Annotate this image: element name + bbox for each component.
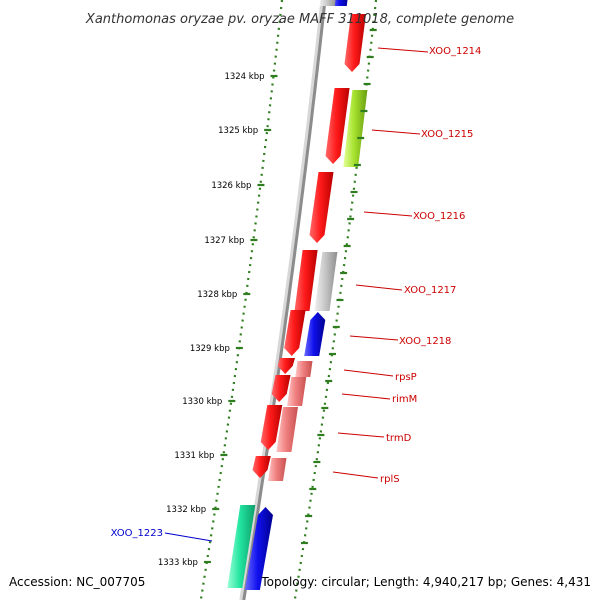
gene-feature-3[interactable] (344, 14, 367, 72)
genome-backbone (242, 0, 327, 600)
scale-tick-label: 1326 kbp (211, 181, 251, 191)
gene-label-leader (337, 432, 385, 438)
scale-tick-label: 1331 kbp (174, 451, 214, 461)
gene-feature-16[interactable] (276, 407, 298, 452)
gene-label[interactable]: XOO_1217 (404, 285, 456, 296)
gene-labels-layer: XOO_1214 XOO_1215 XOO_1216 XOO_1217 XOO_1218… (111, 46, 481, 542)
inner-track-outline (199, 0, 284, 600)
gene-label[interactable]: XOO_1216 (413, 211, 465, 222)
gene-label[interactable]: XOO_1218 (399, 336, 451, 347)
gene-label[interactable]: XOO_1215 (421, 129, 473, 140)
gene-feature-17[interactable] (252, 456, 271, 478)
gene-feature-18[interactable] (268, 458, 287, 481)
gene-feature-11[interactable] (277, 358, 295, 374)
scale-tick-label: 1328 kbp (197, 290, 237, 300)
gene-label[interactable]: rpsP (395, 372, 417, 383)
gene-label[interactable]: trmD (386, 433, 412, 444)
gene-label-leader (343, 369, 394, 377)
tracks-layer (199, 0, 378, 600)
gene-label[interactable]: XOO_1223 (111, 528, 163, 539)
gene-label[interactable]: rimM (392, 394, 417, 405)
gene-feature-19[interactable] (227, 505, 256, 588)
genes-layer (227, 0, 368, 590)
scale-tick-label: 1332 kbp (166, 505, 206, 515)
gene-label-leader (363, 211, 413, 217)
scale-tick-label: 1330 kbp (182, 397, 222, 407)
scale-tick-label: 1327 kbp (204, 236, 244, 246)
gene-label-leader (332, 471, 379, 479)
scale-tick-label: 1333 kbp (158, 558, 198, 568)
gene-label-leader (377, 47, 429, 53)
gene-feature-5[interactable] (343, 90, 368, 167)
gene-label-leader (341, 393, 391, 400)
gene-feature-13[interactable] (271, 375, 291, 402)
scale-tick-label: 1325 kbp (218, 126, 258, 136)
gene-label[interactable]: rplS (380, 474, 400, 485)
gene-feature-4[interactable] (325, 88, 350, 164)
gene-feature-6[interactable] (309, 172, 334, 243)
backbone-shadow (239, 0, 326, 600)
gene-feature-7[interactable] (294, 250, 318, 311)
gene-label[interactable]: XOO_1214 (429, 46, 481, 57)
scale-tick-label: 1329 kbp (190, 344, 230, 354)
gene-feature-1[interactable] (331, 0, 349, 6)
map-title: Xanthomonas oryzae pv. oryzae MAFF 31101… (85, 12, 514, 27)
gene-label-leader (349, 335, 399, 341)
gene-feature-15[interactable] (260, 405, 283, 450)
accession-text: Accession: NC_007705 (9, 575, 145, 589)
gene-feature-8[interactable] (314, 252, 338, 311)
genome-summary-text: Topology: circular; Length: 4,940,217 bp… (260, 575, 591, 589)
gene-feature-12[interactable] (295, 361, 313, 377)
gene-feature-2[interactable] (319, 0, 337, 6)
gene-label-leader (164, 532, 213, 542)
gene-feature-14[interactable] (287, 377, 307, 406)
gene-label-leader (371, 129, 421, 135)
gene-feature-20[interactable] (244, 507, 273, 590)
gene-label-leader (355, 284, 403, 291)
gene-feature-9[interactable] (284, 310, 306, 356)
ticks-layer: 1324 kbp 1325 kbp 1326 kbp 1327 kbp 1328 kbp… (158, 28, 377, 568)
scale-tick-label: 1324 kbp (224, 72, 264, 82)
gene-feature-10[interactable] (304, 312, 326, 356)
